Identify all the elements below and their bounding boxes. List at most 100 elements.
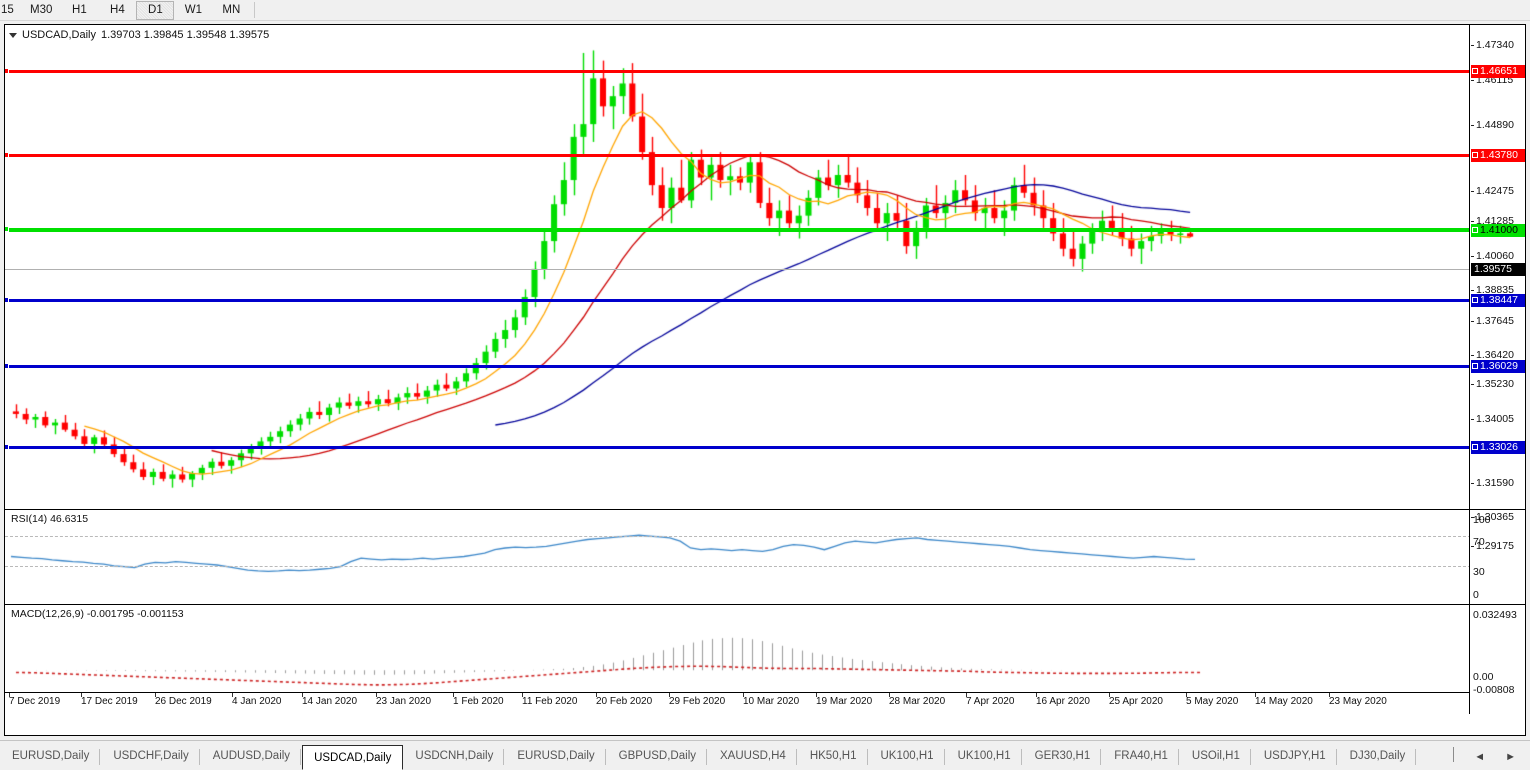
date-axis: 7 Dec 2019 17 Dec 2019 26 Dec 2019 4 Jan 20…	[5, 692, 1471, 714]
price-level-line[interactable]	[5, 297, 1471, 303]
tab-separator	[1249, 749, 1251, 765]
chart-tab-label: AUDUSD,Daily	[212, 750, 291, 762]
chart-tab-hk50-h1[interactable]: HK50,H1	[798, 744, 869, 768]
chart-tab-ger30-h1[interactable]: GER30,H1	[1023, 744, 1103, 768]
tab-scroll-right-icon[interactable]: ►	[1505, 750, 1516, 763]
chart-tab-usdcad-daily[interactable]: USDCAD,Daily	[302, 745, 404, 770]
level-handle-icon[interactable]	[1472, 444, 1478, 450]
rsi-tick-label: 30	[1473, 566, 1485, 578]
level-handle-icon[interactable]	[1472, 297, 1478, 303]
price-level-tag[interactable]: 1.33026	[1471, 441, 1525, 454]
macd-tick: 0.032493	[1470, 609, 1525, 622]
chart-tab-eurusd-daily[interactable]: EURUSD,Daily	[505, 744, 606, 768]
level-anchor-icon[interactable]	[5, 226, 9, 232]
rsi-tick: 0	[1470, 589, 1525, 602]
timeframe-button-15[interactable]: 15	[1, 4, 14, 16]
price-level-line[interactable]	[5, 152, 1471, 158]
date-tick-label: 11 Feb 2020	[522, 696, 578, 707]
chart-tab-eurusd-daily[interactable]: EURUSD,Daily	[0, 744, 101, 768]
date-tick	[81, 693, 82, 697]
chart-tab-label: FRA40,H1	[1114, 750, 1168, 762]
candlestick-canvas[interactable]	[5, 25, 1471, 508]
price-tick: 1.35230	[1470, 378, 1525, 391]
chart-tab-uk100-h1[interactable]: UK100,H1	[946, 744, 1023, 768]
chart-tab-fra40-h1[interactable]: FRA40,H1	[1102, 744, 1180, 768]
tab-separator	[1020, 749, 1022, 765]
chart-tab-xauusd-h4[interactable]: XAUUSD,H4	[708, 744, 798, 768]
rsi-pane[interactable]: RSI(14) 46.6315	[5, 509, 1471, 603]
date-tick-label: 16 Apr 2020	[1036, 696, 1090, 707]
tab-separator	[1100, 749, 1102, 765]
level-anchor-icon[interactable]	[5, 152, 9, 158]
date-tick	[669, 693, 670, 697]
price-tick: 1.47340	[1470, 39, 1525, 52]
level-handle-icon[interactable]	[1472, 152, 1478, 158]
chart-tab-audusd-daily[interactable]: AUDUSD,Daily	[201, 744, 302, 768]
timeframe-toolbar: 15 M30 H1 H4 D1 W1 MN	[0, 0, 1530, 21]
price-tick: 1.36420	[1470, 349, 1525, 362]
date-tick	[889, 693, 890, 697]
date-tick	[155, 693, 156, 697]
tab-scroll-left-icon[interactable]: ◄	[1474, 750, 1486, 763]
level-handle-icon[interactable]	[1472, 68, 1478, 74]
chart-tab-usdchf-daily[interactable]: USDCHF,Daily	[101, 744, 200, 768]
price-level-tag[interactable]: 1.39575	[1471, 263, 1525, 276]
price-level-line[interactable]	[5, 226, 1471, 232]
level-anchor-icon[interactable]	[5, 68, 9, 74]
price-scale-column[interactable]: 1.47340 1.46115 1.44890 1.42475 1.41285 1.400…	[1469, 25, 1525, 714]
tab-separator	[198, 749, 200, 765]
price-level-line[interactable]	[5, 363, 1471, 369]
toolbar-divider	[254, 2, 256, 18]
tab-separator	[795, 749, 797, 765]
price-tick: 1.38835	[1470, 284, 1525, 297]
price-tick-label: 1.36420	[1476, 349, 1514, 361]
timeframe-button-h4[interactable]: H4	[110, 4, 125, 16]
chart-tab-dj30-daily[interactable]: DJ30,Daily	[1338, 744, 1418, 768]
chart-tab-bar: EURUSD,Daily USDCHF,Daily AUDUSD,Daily USDC…	[0, 740, 1530, 770]
price-tick-label: 1.40060	[1476, 250, 1514, 262]
price-level-tag[interactable]: 1.41000	[1471, 224, 1525, 237]
chart-tab-usdcnh-daily[interactable]: USDCNH,Daily	[403, 744, 505, 768]
timeframe-button-mn[interactable]: MN	[222, 4, 241, 16]
chart-tab-usoil-h1[interactable]: USOil,H1	[1180, 744, 1252, 768]
level-handle-icon[interactable]	[1472, 363, 1478, 369]
date-tick-label: 23 May 2020	[1329, 696, 1387, 707]
tab-separator	[1335, 749, 1337, 765]
price-tick: 1.29175	[1470, 540, 1525, 553]
date-tick-label: 5 May 2020	[1186, 696, 1239, 707]
price-tick: 1.37645	[1470, 315, 1525, 328]
price-level-tag[interactable]: 1.38447	[1471, 294, 1525, 307]
date-tick-label: 17 Dec 2019	[81, 696, 138, 707]
timeframe-button-w1[interactable]: W1	[184, 4, 202, 16]
level-anchor-icon[interactable]	[5, 297, 9, 303]
level-anchor-icon[interactable]	[5, 363, 9, 369]
collapse-triangle-icon[interactable]	[9, 32, 17, 38]
price-tick-label: 1.37645	[1476, 315, 1514, 327]
price-level-tag[interactable]: 1.43780	[1471, 149, 1525, 162]
date-tick-label: 25 Apr 2020	[1109, 696, 1163, 707]
level-anchor-icon[interactable]	[5, 444, 9, 450]
date-tick-label: 7 Apr 2020	[966, 696, 1015, 707]
price-level-tag[interactable]: 1.36029	[1471, 360, 1525, 373]
price-level-line[interactable]	[5, 68, 1471, 74]
price-level-line[interactable]	[5, 444, 1471, 450]
date-tick	[453, 693, 454, 697]
price-pane[interactable]: USDCAD,Daily 1.39703 1.39845 1.39548 1.3…	[5, 25, 1471, 508]
chart-tab-gbpusd-daily[interactable]: GBPUSD,Daily	[607, 744, 708, 768]
price-scale[interactable]: 1.47340 1.46115 1.44890 1.42475 1.41285 1.400…	[1470, 25, 1525, 552]
tab-separator	[943, 749, 945, 765]
macd-label: MACD(12,26,9) -0.001795 -0.001153	[11, 608, 184, 620]
timeframe-button-m30[interactable]: M30	[30, 4, 53, 16]
price-level-line[interactable]	[5, 269, 1471, 270]
level-handle-icon[interactable]	[1472, 227, 1478, 233]
chart-tab-label: USDCAD,Daily	[314, 751, 392, 764]
rsi-tick-label: 0	[1473, 589, 1479, 601]
price-level-tag[interactable]: 1.46651	[1471, 65, 1525, 78]
chart-tab-usdjpy-h1[interactable]: USDJPY,H1	[1252, 744, 1338, 768]
rsi-label: RSI(14) 46.6315	[11, 513, 89, 525]
timeframe-button-h1[interactable]: H1	[72, 4, 87, 16]
date-tick-label: 29 Feb 2020	[669, 696, 726, 707]
macd-pane[interactable]: MACD(12,26,9) -0.001795 -0.001153	[5, 604, 1471, 691]
chart-tab-uk100-h1[interactable]: UK100,H1	[869, 744, 946, 768]
timeframe-button-d1[interactable]: D1	[136, 0, 175, 20]
